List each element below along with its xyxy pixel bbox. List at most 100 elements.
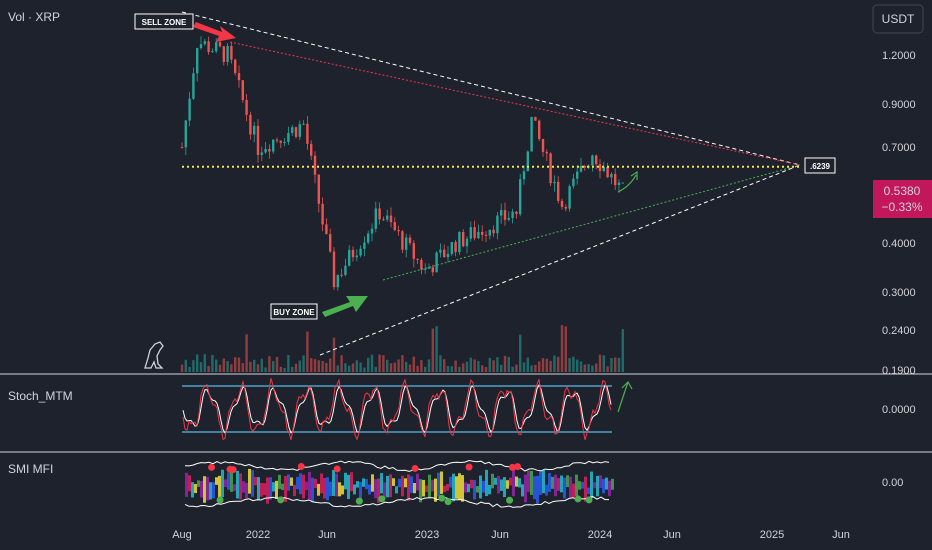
candle[interactable] xyxy=(264,141,267,154)
candle[interactable] xyxy=(211,48,214,53)
candle[interactable] xyxy=(237,65,241,88)
candle[interactable] xyxy=(317,174,320,213)
candle[interactable] xyxy=(355,249,358,262)
candle[interactable] xyxy=(393,217,396,232)
candle[interactable] xyxy=(591,154,594,172)
candle[interactable] xyxy=(534,116,537,121)
candle[interactable] xyxy=(401,230,404,254)
candlestick-series[interactable] xyxy=(180,36,624,291)
candle[interactable] xyxy=(484,231,488,243)
candle[interactable] xyxy=(526,150,529,172)
candle[interactable] xyxy=(488,229,491,240)
candle[interactable] xyxy=(279,140,282,149)
candle[interactable] xyxy=(465,236,469,254)
candle[interactable] xyxy=(515,210,518,219)
candle[interactable] xyxy=(348,245,351,267)
candle[interactable] xyxy=(446,245,450,263)
candle[interactable] xyxy=(272,139,275,154)
candle[interactable] xyxy=(256,119,260,163)
candle[interactable] xyxy=(477,224,480,240)
candle[interactable] xyxy=(325,218,328,235)
mfi-upper-line[interactable] xyxy=(184,459,610,472)
candle[interactable] xyxy=(408,234,412,246)
candle[interactable] xyxy=(275,137,279,144)
candle[interactable] xyxy=(378,202,381,225)
candle[interactable] xyxy=(245,94,248,122)
candle[interactable] xyxy=(291,124,294,137)
candle[interactable] xyxy=(188,92,191,127)
candle[interactable] xyxy=(298,120,301,141)
candle[interactable] xyxy=(568,184,571,212)
candle[interactable] xyxy=(382,216,385,221)
candle[interactable] xyxy=(614,168,617,191)
candle[interactable] xyxy=(473,220,476,241)
candle[interactable] xyxy=(553,175,556,192)
candle[interactable] xyxy=(294,126,298,139)
candle[interactable] xyxy=(439,243,442,258)
currency-button[interactable]: USDT xyxy=(872,4,924,34)
current-price-badge[interactable]: 0.5380 −0.33% xyxy=(873,180,932,218)
stoch-series[interactable] xyxy=(182,378,612,441)
candle[interactable] xyxy=(287,126,290,145)
candle[interactable] xyxy=(336,274,339,291)
candle[interactable] xyxy=(576,165,579,185)
candle[interactable] xyxy=(230,42,233,64)
candle[interactable] xyxy=(344,258,347,277)
candle[interactable] xyxy=(260,146,263,162)
candle[interactable] xyxy=(549,152,552,186)
candle[interactable] xyxy=(560,198,564,210)
red-resistance-line[interactable] xyxy=(229,41,801,166)
candle[interactable] xyxy=(511,208,514,224)
candle[interactable] xyxy=(283,137,286,147)
candle[interactable] xyxy=(538,119,541,142)
candle[interactable] xyxy=(412,240,415,268)
candle[interactable] xyxy=(416,258,419,264)
candle[interactable] xyxy=(617,179,621,193)
candle[interactable] xyxy=(203,38,206,46)
candle[interactable] xyxy=(595,154,598,170)
trend-lines[interactable] xyxy=(181,11,801,356)
candle[interactable] xyxy=(234,58,237,76)
candle[interactable] xyxy=(503,202,507,226)
candle[interactable] xyxy=(363,236,366,257)
price-axis[interactable]: 1.2000 0.9000 0.7000 0.4000 0.3000 0.2400 0.19… xyxy=(882,50,916,377)
candle[interactable] xyxy=(443,244,446,258)
candle[interactable] xyxy=(522,165,526,185)
candle[interactable] xyxy=(340,268,343,278)
candle[interactable] xyxy=(564,204,567,212)
stoch-main-line[interactable] xyxy=(182,378,612,441)
candle[interactable] xyxy=(427,263,431,269)
candle[interactable] xyxy=(310,140,313,161)
candle[interactable] xyxy=(370,223,374,242)
candle[interactable] xyxy=(306,116,309,150)
candle[interactable] xyxy=(579,157,583,173)
candle[interactable] xyxy=(192,67,195,101)
candle[interactable] xyxy=(199,36,203,50)
candle[interactable] xyxy=(405,233,408,258)
candle[interactable] xyxy=(180,142,184,149)
candle[interactable] xyxy=(572,173,575,189)
candle[interactable] xyxy=(215,38,218,54)
candle[interactable] xyxy=(397,225,400,236)
upper-trend-line[interactable] xyxy=(181,11,801,166)
lower-trend-line[interactable] xyxy=(319,164,801,356)
candle[interactable] xyxy=(374,201,377,233)
candle[interactable] xyxy=(207,36,210,55)
candle[interactable] xyxy=(545,149,548,162)
candle[interactable] xyxy=(481,225,484,241)
candle[interactable] xyxy=(496,211,499,240)
candle[interactable] xyxy=(420,257,423,275)
candle[interactable] xyxy=(313,151,317,184)
candle[interactable] xyxy=(454,239,457,257)
candle[interactable] xyxy=(332,247,336,290)
candle[interactable] xyxy=(268,144,271,159)
candle[interactable] xyxy=(507,211,510,222)
candle[interactable] xyxy=(541,138,545,157)
green-support-line[interactable] xyxy=(382,164,801,281)
candle[interactable] xyxy=(500,203,503,224)
mfi-lower-line[interactable] xyxy=(184,496,609,508)
candle[interactable] xyxy=(249,111,252,140)
candle[interactable] xyxy=(519,173,522,217)
